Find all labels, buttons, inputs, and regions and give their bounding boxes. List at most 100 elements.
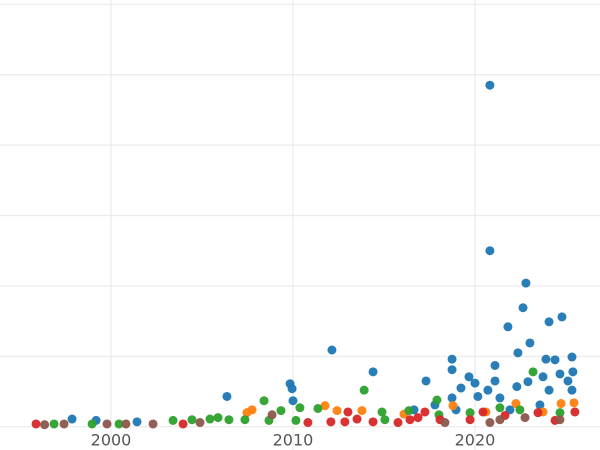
point <box>555 369 565 379</box>
point <box>513 348 523 358</box>
point <box>555 408 565 418</box>
point <box>267 410 277 420</box>
point <box>343 407 353 417</box>
point <box>413 413 423 423</box>
point <box>550 355 560 365</box>
point <box>490 360 500 370</box>
point <box>520 413 530 423</box>
point <box>259 396 269 406</box>
point <box>464 372 474 382</box>
point <box>535 400 545 410</box>
point <box>567 385 577 395</box>
point <box>512 382 522 392</box>
x-tick-label: 2020 <box>455 431 496 450</box>
point <box>368 417 378 427</box>
point <box>447 365 457 375</box>
point <box>495 403 505 413</box>
point <box>518 303 528 313</box>
point <box>563 376 573 386</box>
point <box>40 420 50 430</box>
point <box>447 393 457 403</box>
point <box>114 419 124 429</box>
point <box>121 419 131 429</box>
point <box>490 376 500 386</box>
point <box>49 419 59 429</box>
point <box>222 391 232 401</box>
point <box>495 393 505 403</box>
point <box>87 419 97 429</box>
point <box>247 405 257 415</box>
point <box>327 345 337 355</box>
point <box>288 396 298 406</box>
point <box>59 419 69 429</box>
point <box>485 418 495 428</box>
point <box>240 415 250 425</box>
point <box>195 418 205 428</box>
point <box>570 407 580 417</box>
point <box>213 413 223 423</box>
point <box>470 378 480 388</box>
point <box>447 354 457 364</box>
point <box>276 406 286 416</box>
point <box>544 317 554 327</box>
point <box>295 403 305 413</box>
point <box>568 367 578 377</box>
point <box>357 406 367 416</box>
point <box>525 338 535 348</box>
point <box>465 408 475 418</box>
point <box>224 415 234 425</box>
point <box>533 408 543 418</box>
point <box>31 419 41 429</box>
point <box>523 377 533 387</box>
point <box>320 401 330 411</box>
point <box>521 278 531 288</box>
point <box>495 415 505 425</box>
point <box>569 398 579 408</box>
point <box>352 414 362 424</box>
point <box>567 352 577 362</box>
x-tick-label: 2000 <box>91 431 132 450</box>
point <box>404 406 414 416</box>
point <box>340 417 350 427</box>
point <box>148 419 158 429</box>
point <box>67 414 77 424</box>
point <box>465 415 475 425</box>
x-tick-label: 2010 <box>273 431 314 450</box>
point <box>287 384 297 394</box>
point <box>359 385 369 395</box>
point <box>178 419 188 429</box>
point <box>380 415 390 425</box>
point <box>485 80 495 90</box>
point <box>421 376 431 386</box>
point <box>313 403 323 413</box>
point <box>132 417 142 427</box>
point <box>556 399 566 409</box>
point <box>503 322 513 332</box>
point <box>377 407 387 417</box>
point <box>393 418 403 428</box>
point <box>303 418 313 428</box>
point <box>440 418 450 428</box>
point <box>332 406 342 416</box>
point <box>405 415 415 425</box>
point <box>544 385 554 395</box>
point <box>483 385 493 395</box>
point <box>187 415 197 425</box>
point <box>555 415 565 425</box>
point <box>557 312 567 322</box>
point <box>473 391 483 401</box>
point <box>448 401 458 411</box>
point <box>205 414 215 424</box>
point <box>485 246 495 256</box>
point <box>478 407 488 417</box>
point <box>432 395 442 405</box>
point <box>528 367 538 377</box>
point <box>456 383 466 393</box>
point <box>102 419 112 429</box>
point <box>291 415 301 425</box>
point <box>326 417 336 427</box>
point <box>420 407 430 417</box>
point <box>168 415 178 425</box>
point <box>538 372 548 382</box>
